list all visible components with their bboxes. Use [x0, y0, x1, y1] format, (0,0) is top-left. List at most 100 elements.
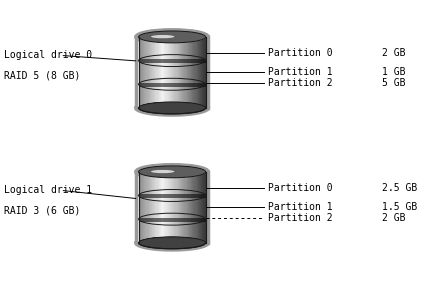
Polygon shape	[145, 83, 147, 87]
Polygon shape	[203, 172, 204, 243]
Polygon shape	[174, 37, 175, 108]
Polygon shape	[166, 218, 168, 222]
Polygon shape	[192, 194, 193, 198]
Ellipse shape	[139, 31, 206, 43]
Polygon shape	[161, 172, 162, 243]
Polygon shape	[161, 37, 162, 108]
Text: Logical drive 1: Logical drive 1	[4, 185, 93, 195]
Ellipse shape	[139, 166, 206, 178]
Polygon shape	[148, 59, 150, 63]
Ellipse shape	[139, 102, 206, 114]
Polygon shape	[170, 172, 171, 243]
Polygon shape	[179, 37, 180, 108]
Ellipse shape	[139, 102, 206, 114]
Ellipse shape	[139, 166, 206, 178]
Polygon shape	[173, 59, 174, 63]
Polygon shape	[174, 194, 175, 198]
Polygon shape	[170, 59, 171, 63]
Ellipse shape	[139, 31, 206, 43]
Polygon shape	[154, 194, 156, 198]
Text: 5 GB: 5 GB	[382, 78, 406, 88]
Ellipse shape	[139, 166, 206, 178]
Polygon shape	[139, 194, 141, 198]
Polygon shape	[157, 37, 159, 108]
Ellipse shape	[139, 102, 206, 114]
Polygon shape	[144, 218, 145, 222]
Polygon shape	[165, 218, 166, 222]
Polygon shape	[185, 37, 186, 108]
Polygon shape	[156, 37, 157, 108]
Polygon shape	[157, 59, 159, 63]
Ellipse shape	[139, 166, 206, 178]
Polygon shape	[151, 218, 152, 222]
Polygon shape	[143, 218, 144, 222]
Polygon shape	[162, 59, 163, 63]
Ellipse shape	[139, 237, 206, 248]
Ellipse shape	[139, 237, 206, 249]
Ellipse shape	[139, 31, 205, 43]
Ellipse shape	[139, 31, 206, 43]
Polygon shape	[143, 37, 144, 108]
Polygon shape	[173, 194, 174, 198]
Ellipse shape	[139, 102, 206, 114]
Polygon shape	[188, 37, 189, 108]
Polygon shape	[142, 59, 143, 63]
Polygon shape	[142, 83, 143, 87]
Ellipse shape	[139, 31, 206, 43]
Polygon shape	[151, 194, 152, 198]
Polygon shape	[190, 37, 191, 108]
Text: RAID 5 (8 GB): RAID 5 (8 GB)	[4, 70, 81, 80]
Ellipse shape	[139, 237, 206, 248]
Polygon shape	[162, 172, 163, 243]
Ellipse shape	[139, 31, 206, 43]
Ellipse shape	[139, 102, 206, 114]
Ellipse shape	[139, 31, 206, 43]
Polygon shape	[183, 83, 185, 87]
Polygon shape	[165, 172, 166, 243]
Polygon shape	[186, 59, 187, 63]
Polygon shape	[179, 59, 180, 63]
Polygon shape	[144, 172, 145, 243]
Polygon shape	[148, 37, 150, 108]
Polygon shape	[186, 218, 187, 222]
Polygon shape	[147, 194, 148, 198]
Ellipse shape	[139, 237, 206, 249]
Polygon shape	[168, 59, 169, 63]
Polygon shape	[182, 194, 183, 198]
Polygon shape	[163, 59, 164, 63]
Polygon shape	[188, 83, 189, 87]
Ellipse shape	[139, 102, 206, 114]
Polygon shape	[141, 172, 142, 243]
Polygon shape	[163, 194, 164, 198]
Ellipse shape	[139, 31, 205, 43]
Polygon shape	[151, 37, 152, 108]
Ellipse shape	[139, 102, 206, 114]
Polygon shape	[199, 172, 200, 243]
Polygon shape	[151, 59, 152, 63]
Polygon shape	[161, 83, 162, 87]
Polygon shape	[187, 37, 188, 108]
Polygon shape	[153, 218, 154, 222]
Polygon shape	[202, 172, 203, 243]
Polygon shape	[147, 37, 148, 108]
Ellipse shape	[139, 102, 206, 114]
Ellipse shape	[139, 31, 206, 43]
Polygon shape	[175, 83, 177, 87]
Polygon shape	[177, 172, 178, 243]
Text: 2 GB: 2 GB	[382, 49, 406, 59]
Ellipse shape	[139, 31, 206, 43]
Polygon shape	[189, 218, 190, 222]
Polygon shape	[164, 172, 165, 243]
Polygon shape	[173, 37, 174, 108]
Polygon shape	[187, 194, 188, 198]
Polygon shape	[189, 194, 190, 198]
Ellipse shape	[139, 166, 205, 178]
Ellipse shape	[139, 31, 205, 43]
Polygon shape	[188, 218, 189, 222]
Polygon shape	[182, 37, 183, 108]
Polygon shape	[183, 59, 185, 63]
Polygon shape	[172, 83, 173, 87]
Polygon shape	[192, 59, 193, 63]
Polygon shape	[193, 83, 194, 87]
Polygon shape	[169, 83, 170, 87]
